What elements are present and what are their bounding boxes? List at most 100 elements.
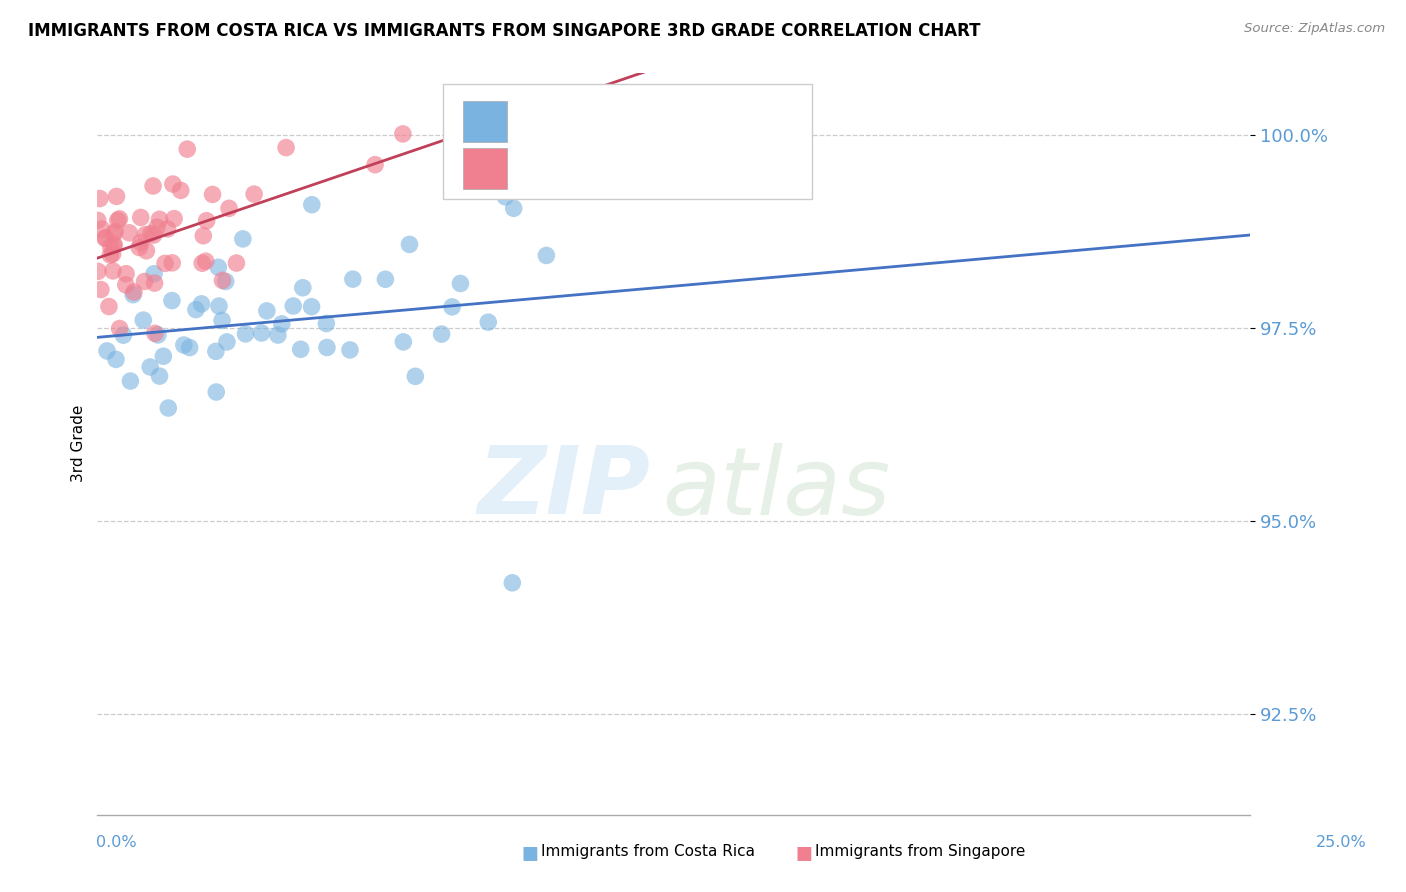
Point: [316, 341, 339, 355]
Point: [139, 227, 162, 241]
Point: [105, 189, 128, 203]
Point: [211, 313, 233, 327]
Point: [392, 334, 415, 349]
Point: [90, 283, 112, 297]
Point: [132, 313, 155, 327]
Point: [364, 158, 387, 172]
Text: atlas: atlas: [662, 442, 890, 533]
Text: ZIP: ZIP: [478, 442, 651, 534]
Point: [283, 299, 305, 313]
Point: [301, 197, 323, 211]
Point: [143, 267, 166, 281]
Point: [152, 349, 174, 363]
Point: [94, 231, 117, 245]
Point: [270, 317, 292, 331]
Point: [139, 359, 162, 374]
Point: [404, 369, 426, 384]
Point: [146, 220, 169, 235]
Point: [143, 326, 166, 341]
Point: [315, 317, 337, 331]
Point: [250, 326, 273, 340]
Point: [194, 254, 217, 268]
Point: [108, 321, 131, 335]
Text: Immigrants from Singapore: Immigrants from Singapore: [815, 845, 1026, 859]
FancyBboxPatch shape: [463, 101, 506, 142]
Point: [112, 328, 135, 343]
Point: [536, 248, 558, 262]
Point: [215, 334, 238, 349]
Point: [501, 575, 523, 590]
Point: [339, 343, 361, 357]
Point: [441, 300, 464, 314]
Point: [274, 141, 297, 155]
Point: [176, 142, 198, 156]
Point: [193, 228, 215, 243]
Point: [392, 127, 415, 141]
Point: [162, 177, 184, 191]
Text: Immigrants from Costa Rica: Immigrants from Costa Rica: [541, 845, 755, 859]
Point: [129, 235, 152, 250]
Point: [90, 222, 112, 236]
Point: [108, 211, 131, 226]
Point: [191, 256, 214, 270]
Text: R = 0.428   N = 51: R = 0.428 N = 51: [527, 111, 697, 128]
Point: [96, 343, 118, 358]
Point: [122, 287, 145, 301]
Point: [105, 352, 128, 367]
Point: [494, 190, 516, 204]
Point: [225, 256, 247, 270]
Point: [342, 272, 364, 286]
Point: [215, 275, 238, 289]
Point: [449, 277, 471, 291]
FancyBboxPatch shape: [463, 148, 506, 189]
Point: [122, 285, 145, 299]
Point: [205, 384, 228, 399]
Point: [103, 239, 125, 253]
Point: [120, 374, 142, 388]
Y-axis label: 3rd Grade: 3rd Grade: [72, 405, 86, 483]
Point: [107, 213, 129, 227]
Point: [243, 187, 266, 202]
Text: Source: ZipAtlas.com: Source: ZipAtlas.com: [1244, 22, 1385, 36]
Point: [211, 273, 233, 287]
Point: [291, 281, 314, 295]
Point: [170, 183, 193, 197]
Point: [207, 260, 229, 275]
Point: [157, 401, 180, 415]
Point: [101, 247, 124, 261]
Point: [290, 343, 312, 357]
Point: [134, 227, 156, 242]
Point: [477, 315, 499, 329]
Point: [101, 264, 124, 278]
Point: [114, 277, 136, 292]
Point: [115, 267, 138, 281]
Text: 25.0%: 25.0%: [1316, 836, 1367, 850]
Point: [218, 202, 240, 216]
Text: ▪: ▪: [794, 838, 813, 866]
Point: [156, 222, 179, 236]
Point: [301, 300, 323, 314]
Point: [374, 272, 396, 286]
Text: ▪: ▪: [520, 838, 538, 866]
Point: [195, 213, 218, 227]
Point: [398, 237, 420, 252]
Point: [163, 211, 186, 226]
Point: [430, 327, 453, 342]
Point: [129, 211, 152, 225]
Point: [143, 276, 166, 290]
Point: [87, 213, 110, 227]
Point: [87, 264, 110, 278]
Point: [160, 293, 183, 308]
Point: [201, 187, 224, 202]
Point: [142, 228, 165, 243]
Point: [103, 227, 125, 241]
Text: IMMIGRANTS FROM COSTA RICA VS IMMIGRANTS FROM SINGAPORE 3RD GRADE CORRELATION CH: IMMIGRANTS FROM COSTA RICA VS IMMIGRANTS…: [28, 22, 980, 40]
Point: [89, 192, 111, 206]
Point: [135, 244, 157, 258]
Point: [179, 341, 201, 355]
Point: [97, 300, 120, 314]
Point: [153, 256, 176, 270]
Point: [100, 240, 122, 254]
Point: [94, 231, 117, 245]
Point: [205, 344, 228, 359]
